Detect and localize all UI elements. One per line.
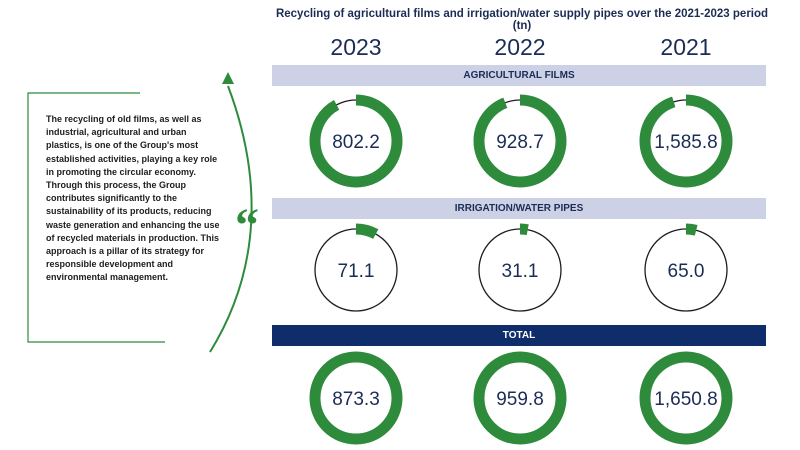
ring-value-label: 31.1 — [502, 261, 539, 282]
year-label-2022: 2022 — [494, 34, 546, 60]
band-total: TOTAL — [272, 325, 766, 346]
ring-value-label: 802.2 — [332, 132, 380, 153]
ring-value-label: 65.0 — [668, 261, 705, 282]
band-irrigation-water-pipes: IRRIGATION/WATER PIPES — [272, 198, 766, 219]
ring-value-label: 928.7 — [496, 132, 544, 153]
quote-frame-arrow — [222, 72, 234, 84]
ring-value-label: 1,650.8 — [654, 389, 717, 410]
quote-frame-border — [27, 92, 165, 343]
ring-arc — [639, 351, 733, 445]
quote-frame: “ — [27, 72, 259, 353]
ring-arc — [309, 223, 403, 317]
ring-arc — [473, 351, 567, 445]
quote-frame-arc — [209, 85, 253, 353]
ring-value-label: 873.3 — [332, 389, 380, 410]
band-agricultural-films: AGRICULTURAL FILMS — [272, 65, 766, 86]
year-label-2023: 2023 — [330, 34, 382, 60]
ring-arc — [639, 223, 733, 317]
ring-arc — [473, 94, 567, 188]
ring-arc — [309, 351, 403, 445]
ring-value-label: 959.8 — [496, 389, 544, 410]
ring-arc — [639, 94, 733, 188]
ring-arc — [473, 223, 567, 317]
quote-mark-icon: “ — [235, 199, 259, 252]
year-label-2021: 2021 — [660, 34, 712, 60]
ring-value-label: 1,585.8 — [654, 132, 717, 153]
chart-title: Recycling of agricultural films and irri… — [275, 8, 769, 32]
ring-value-label: 71.1 — [338, 261, 375, 282]
ring-arc — [309, 94, 403, 188]
quote-text: The recycling of old films, as well as i… — [46, 114, 220, 283]
